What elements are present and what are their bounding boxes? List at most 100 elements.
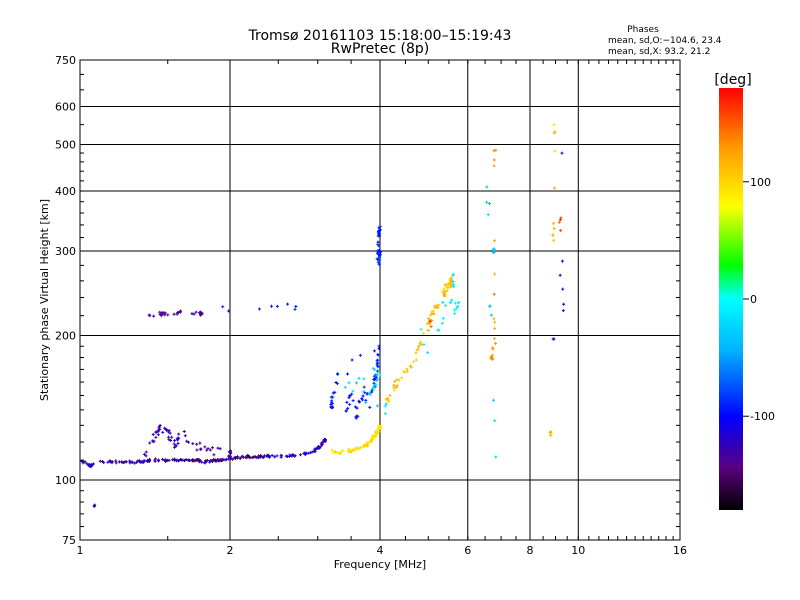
y-tick-label: 750 [55,54,76,67]
data-point [405,367,409,371]
data-point [492,248,496,252]
data-point [357,376,361,380]
data-point [144,454,148,458]
data-point [204,459,208,463]
data-point [446,286,450,290]
data-point [368,405,372,409]
data-point [161,312,165,316]
data-point [154,435,158,439]
data-point [452,285,456,289]
data-point [172,445,176,449]
data-point [163,458,167,462]
colorbar-tick-label: 0 [750,293,757,306]
data-point [377,227,381,231]
data-point [275,304,279,308]
data-point [558,273,562,277]
data-point [302,452,306,456]
data-point [147,313,151,317]
data-point [377,353,381,357]
data-point [492,164,496,168]
data-point [90,463,94,467]
data-point [177,458,181,462]
data-point [552,227,556,231]
data-point [156,433,160,437]
data-point [559,228,563,232]
data-point [435,304,439,308]
data-point [377,347,381,351]
data-point [453,308,457,312]
data-point [372,437,376,441]
data-point [219,458,223,462]
data-point [212,458,216,462]
colorbar-label: [deg] [714,72,751,88]
data-point [372,384,376,388]
data-point [392,386,396,390]
data-point [392,388,396,392]
data-point [360,397,364,401]
data-point [405,369,409,373]
data-point [374,375,378,379]
data-point [157,426,161,430]
data-point [370,390,374,394]
data-point [387,398,391,402]
data-point [348,394,352,398]
data-point [345,400,349,404]
data-point [492,317,496,321]
data-point [114,459,118,463]
data-point [208,460,212,464]
data-point [491,346,495,350]
data-point [183,459,187,463]
y-tick-label: 200 [55,330,76,343]
data-point [312,449,316,453]
data-point [270,304,274,308]
data-point [378,258,382,262]
chart-title: Tromsø 20161103 15:18:00–15:19:43 [248,28,512,44]
x-tick-label: 8 [527,544,534,557]
data-point [354,416,358,420]
data-point [166,430,170,434]
data-point [333,390,337,394]
data-point [395,385,399,389]
data-point [417,347,421,351]
data-point [191,442,195,446]
data-point [165,428,169,432]
data-point [351,389,355,393]
data-point [179,309,183,313]
data-point [411,360,415,364]
data-point [494,455,498,459]
data-point [441,301,445,305]
y-tick-label: 600 [55,101,76,114]
data-point [562,302,566,306]
data-point [142,452,146,456]
data-point [486,213,490,217]
data-point [331,395,335,399]
data-point [229,451,233,455]
data-point [210,459,214,463]
data-point [485,200,489,204]
data-point [376,261,380,265]
data-point [163,313,167,317]
data-point [492,398,496,402]
data-point [433,304,437,308]
data-point [229,456,233,460]
data-point [372,349,376,353]
data-point [552,221,556,225]
data-point [320,441,324,445]
data-point [147,459,151,463]
data-point [436,328,440,332]
data-point [184,457,188,461]
data-point [211,446,215,450]
data-point [552,238,556,242]
data-point [362,385,366,389]
data-point [377,426,381,430]
data-point [557,220,561,224]
data-point [168,431,172,435]
data-point [156,458,160,462]
data-point [186,440,190,444]
data-point [117,460,121,464]
data-point [196,459,200,463]
data-point [489,313,493,317]
data-point [549,430,553,434]
data-point [336,372,340,376]
data-point [362,377,366,381]
